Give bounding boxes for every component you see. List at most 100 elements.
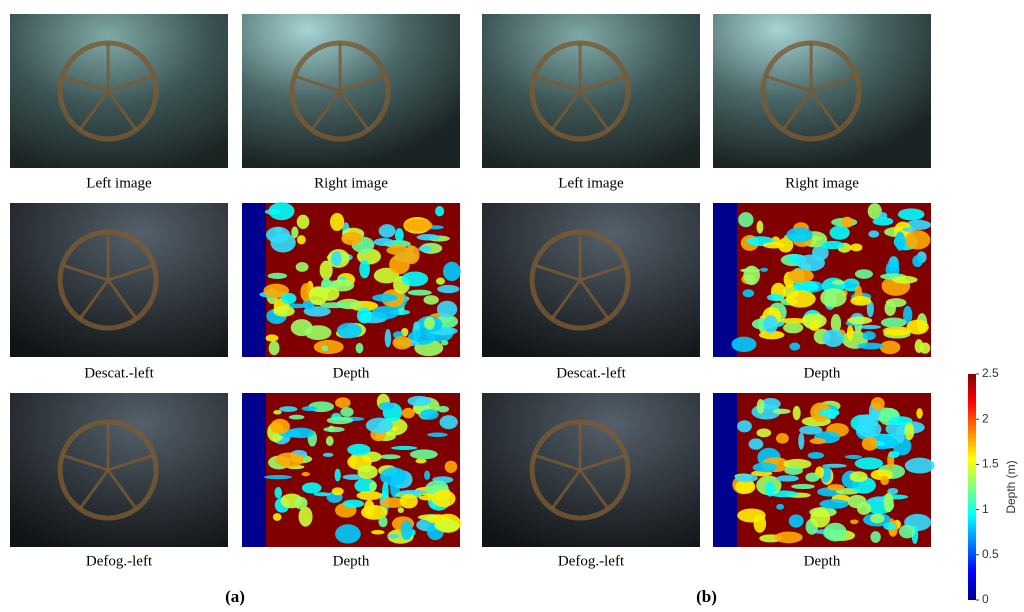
- depth-blob: [436, 278, 445, 285]
- depth-blob: [443, 262, 461, 281]
- depth-blob: [906, 320, 928, 335]
- depth-blob: [850, 296, 871, 306]
- colorbar: [968, 374, 976, 600]
- depth-blob: [266, 227, 290, 243]
- depth-blob: [845, 455, 862, 459]
- depth-blob: [273, 410, 281, 414]
- photo: [10, 14, 228, 168]
- depth-blob: [408, 290, 432, 296]
- depth-blob: [880, 476, 889, 485]
- depth-blob: [402, 408, 415, 418]
- depth-blob: [437, 285, 459, 293]
- colorbar-tick-label: 2: [982, 411, 989, 425]
- depth-blob: [343, 500, 365, 508]
- depth-blob: [432, 490, 456, 507]
- depth-blob: [889, 451, 900, 458]
- depth-blob: [418, 246, 431, 252]
- depth-blob: [850, 471, 868, 482]
- depth-blob: [820, 288, 846, 307]
- depth-blob: [356, 343, 364, 354]
- depth-blob: [437, 301, 457, 318]
- depth-blob: [288, 428, 314, 439]
- depth-blob: [420, 409, 439, 420]
- depth-blob: [393, 336, 412, 349]
- depth-blob: [289, 415, 305, 420]
- depth-blob: [268, 273, 287, 279]
- caption: Depth: [333, 553, 370, 569]
- depth-blob: [340, 407, 353, 417]
- depth-blob: [858, 414, 879, 428]
- colorbar-tick-label: 1.5: [982, 457, 999, 471]
- depth-blob: [299, 507, 313, 527]
- caption: Defog.-left: [86, 553, 153, 569]
- depth-blob: [855, 457, 883, 469]
- depth-blob: [857, 502, 871, 515]
- depth-blob: [763, 242, 785, 248]
- depth-blob: [773, 409, 791, 414]
- depth-blob: [274, 487, 282, 498]
- photo: [242, 14, 460, 168]
- photo: [713, 14, 931, 168]
- depth-blob: [767, 294, 783, 301]
- depth-blob: [776, 504, 784, 510]
- depth-blob: [895, 231, 905, 250]
- image: [713, 203, 931, 357]
- depth-blob: [323, 453, 334, 457]
- photo: [482, 203, 700, 357]
- depth-blob: [823, 330, 844, 348]
- depth-blob: [916, 408, 922, 419]
- depth-blob: [302, 406, 317, 411]
- depth-blob: [374, 238, 394, 246]
- depth-blob: [757, 220, 764, 233]
- image: [482, 14, 700, 168]
- depth-blob: [341, 232, 362, 245]
- depth-blob: [273, 513, 282, 521]
- depth-blob: [385, 329, 392, 347]
- caption: Descat.-left: [556, 365, 626, 381]
- depth-blob: [378, 516, 387, 527]
- depth-blob: [819, 499, 848, 509]
- depth-blob: [400, 494, 418, 508]
- depth-blob: [335, 397, 351, 408]
- depth-blob: [372, 306, 399, 319]
- depth-blob: [873, 217, 894, 225]
- depth-blob: [871, 397, 885, 410]
- depth-blob: [427, 432, 447, 437]
- depth-blob: [297, 235, 306, 244]
- depth-blob: [435, 206, 444, 216]
- depth-blob: [268, 202, 294, 220]
- depth-blob: [392, 426, 398, 431]
- depth-blob: [892, 276, 917, 284]
- colorbar-tick-label: 0.5: [982, 547, 999, 561]
- depth-blob: [302, 482, 322, 493]
- depth-blob: [776, 433, 789, 444]
- depth-blob: [731, 337, 756, 352]
- depth-blob: [904, 422, 914, 440]
- panel-label: (b): [696, 587, 717, 606]
- depth-blob: [391, 446, 418, 450]
- depth-blob: [775, 532, 803, 544]
- depth-blob: [401, 271, 428, 286]
- depth-blob: [808, 452, 824, 459]
- depth-blob: [335, 524, 361, 543]
- depth-blob: [888, 256, 899, 271]
- depth-blob: [786, 290, 816, 307]
- colorbar-label: Depth (m): [1004, 460, 1018, 513]
- depth-blob: [748, 438, 763, 449]
- depth-blob: [424, 317, 435, 330]
- image: [482, 393, 700, 547]
- depth-blob: [401, 521, 413, 540]
- depth-blob: [296, 262, 309, 272]
- depth-blob: [821, 241, 844, 249]
- depth-blob: [273, 306, 295, 317]
- depth-blob: [912, 255, 922, 267]
- depth-blob: [793, 406, 801, 420]
- depth-blob: [332, 487, 344, 495]
- depth-blob: [793, 281, 818, 292]
- depth-blob: [884, 493, 894, 513]
- depth-blob: [279, 406, 297, 412]
- depth-blob: [331, 251, 342, 265]
- depth-blob: [379, 224, 396, 237]
- caption: Depth: [333, 365, 370, 381]
- depth-blob: [898, 208, 925, 220]
